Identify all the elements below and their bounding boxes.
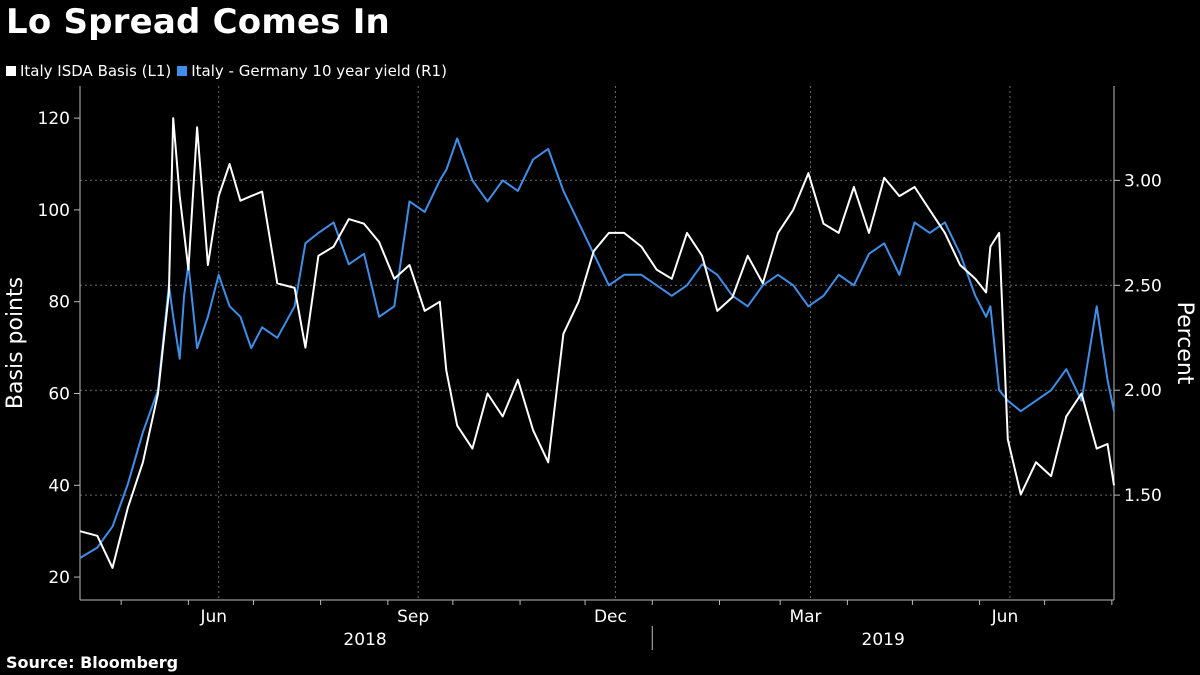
legend-swatch-blue: [177, 66, 188, 76]
legend-item-yield-spread: Italy - Germany 10 year yield (R1): [177, 62, 447, 80]
x-year-label-1: 2019: [862, 630, 905, 650]
left-axis-title: Basis points: [3, 277, 28, 409]
chart-title: Lo Spread Comes In: [6, 2, 390, 42]
x-tick-label-1: Sep: [397, 607, 429, 627]
legend-label-yield-spread: Italy - Germany 10 year yield (R1): [191, 62, 447, 80]
left-tick-label-4: 100: [38, 201, 70, 221]
x-year-label-0: 2018: [343, 630, 386, 650]
left-tick-label-3: 80: [48, 293, 70, 313]
right-tick-label-2: 2.50: [1124, 276, 1162, 296]
legend-item-isda-basis: Italy ISDA Basis (L1): [6, 62, 171, 80]
left-tick-label-0: 20: [48, 568, 70, 588]
right-tick-label-1: 2.00: [1124, 381, 1162, 401]
x-tick-label-4: Jun: [991, 607, 1019, 627]
x-tick-label-3: Mar: [789, 607, 821, 627]
series-line-yield-spread: [79, 137, 1115, 559]
right-tick-label-3: 3.00: [1124, 171, 1162, 191]
legend-swatch-white: [6, 66, 16, 76]
right-axis-title: Percent: [1172, 302, 1197, 385]
left-tick-label-5: 120: [38, 109, 70, 129]
legend-label-isda-basis: Italy ISDA Basis (L1): [20, 62, 172, 80]
x-tick-label-0: Jun: [199, 607, 227, 627]
series-line-isda-basis: [79, 117, 1115, 569]
left-tick-label-1: 40: [48, 476, 70, 496]
right-tick-label-0: 1.50: [1124, 486, 1162, 506]
source-note: Source: Bloomberg: [6, 653, 179, 672]
x-tick-label-2: Dec: [594, 607, 627, 627]
legend: Italy ISDA Basis (L1) Italy - Germany 10…: [6, 62, 453, 80]
left-tick-label-2: 60: [48, 384, 70, 404]
